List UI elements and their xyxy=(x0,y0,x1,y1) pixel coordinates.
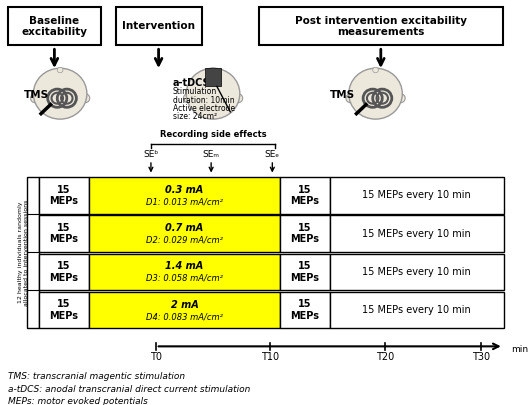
Bar xyxy=(27,177,39,328)
Circle shape xyxy=(33,68,87,119)
Circle shape xyxy=(233,94,243,103)
Text: 0.7 mA: 0.7 mA xyxy=(165,223,203,233)
Text: D3: 0.058 mA/cm²: D3: 0.058 mA/cm² xyxy=(146,274,223,283)
Text: 15 MEPs every 10 min: 15 MEPs every 10 min xyxy=(362,267,471,277)
Text: a-tDCS: a-tDCS xyxy=(173,78,210,88)
Bar xyxy=(330,254,503,290)
Circle shape xyxy=(183,94,193,103)
Circle shape xyxy=(396,94,405,103)
Bar xyxy=(7,7,101,45)
Text: a-tDCS: anodal transcranial direct current stimulation: a-tDCS: anodal transcranial direct curre… xyxy=(7,384,250,394)
Text: Stimulation: Stimulation xyxy=(173,87,217,96)
Bar xyxy=(39,215,89,252)
Text: SEₘ: SEₘ xyxy=(203,150,220,159)
Text: Post intervention excitability
measurements: Post intervention excitability measureme… xyxy=(295,16,467,37)
Text: Recording side effects: Recording side effects xyxy=(160,130,267,139)
Text: T30: T30 xyxy=(472,352,490,362)
Bar xyxy=(205,68,221,86)
Text: size: 24cm²: size: 24cm² xyxy=(173,112,217,121)
Bar xyxy=(89,254,280,290)
Circle shape xyxy=(30,94,40,103)
Text: SEᵇ: SEᵇ xyxy=(143,150,159,159)
Text: 15
MEPs: 15 MEPs xyxy=(290,261,319,283)
Bar xyxy=(89,177,280,214)
Text: TMS: TMS xyxy=(24,90,49,100)
Text: 15
MEPs: 15 MEPs xyxy=(49,223,79,245)
Bar xyxy=(39,254,89,290)
Text: 15
MEPs: 15 MEPs xyxy=(49,299,79,321)
Bar xyxy=(330,177,503,214)
Text: D1: 0.013 mA/cm²: D1: 0.013 mA/cm² xyxy=(146,198,223,207)
Bar xyxy=(330,292,503,328)
Text: SEₑ: SEₑ xyxy=(265,150,280,159)
Text: D2: 0.029 mA/cm²: D2: 0.029 mA/cm² xyxy=(146,236,223,245)
Text: 12 healthy individuals randomly
allocated to intervention sessions: 12 healthy individuals randomly allocate… xyxy=(19,200,29,306)
Text: 2 mA: 2 mA xyxy=(170,300,198,309)
Text: Active electrode: Active electrode xyxy=(173,104,235,113)
Circle shape xyxy=(57,67,63,73)
Circle shape xyxy=(186,68,240,119)
Circle shape xyxy=(349,68,402,119)
Text: Intervention: Intervention xyxy=(122,21,195,32)
Bar xyxy=(89,215,280,252)
Text: T10: T10 xyxy=(261,352,279,362)
Bar xyxy=(280,177,330,214)
Circle shape xyxy=(373,67,379,73)
Text: 15
MEPs: 15 MEPs xyxy=(49,185,79,206)
Bar xyxy=(280,292,330,328)
Text: 15
MEPs: 15 MEPs xyxy=(290,299,319,321)
Text: T20: T20 xyxy=(376,352,394,362)
Text: TMS: transcranial magentic stimulation: TMS: transcranial magentic stimulation xyxy=(7,372,185,381)
Circle shape xyxy=(346,94,355,103)
Bar xyxy=(280,254,330,290)
Bar xyxy=(330,215,503,252)
Text: 1.4 mA: 1.4 mA xyxy=(165,261,203,271)
Text: MEPs: motor evoked potentials: MEPs: motor evoked potentials xyxy=(7,397,148,405)
Text: 15
MEPs: 15 MEPs xyxy=(290,223,319,245)
Text: TMS: TMS xyxy=(330,90,355,100)
Text: 0.3 mA: 0.3 mA xyxy=(165,185,203,195)
Text: 15
MEPs: 15 MEPs xyxy=(290,185,319,206)
Bar xyxy=(259,7,503,45)
Text: 15 MEPs every 10 min: 15 MEPs every 10 min xyxy=(362,305,471,315)
Bar xyxy=(280,215,330,252)
Text: 15
MEPs: 15 MEPs xyxy=(49,261,79,283)
Text: D4: 0.083 mA/cm²: D4: 0.083 mA/cm² xyxy=(146,312,223,321)
Text: 15 MEPs every 10 min: 15 MEPs every 10 min xyxy=(362,190,471,200)
Circle shape xyxy=(210,67,216,73)
Text: 15 MEPs every 10 min: 15 MEPs every 10 min xyxy=(362,229,471,239)
Text: T0: T0 xyxy=(150,352,162,362)
Bar xyxy=(39,292,89,328)
Circle shape xyxy=(80,94,90,103)
Text: min: min xyxy=(511,345,528,354)
Text: Baseline
excitability: Baseline excitability xyxy=(21,16,88,37)
Bar xyxy=(39,177,89,214)
Text: duration: 10min: duration: 10min xyxy=(173,96,235,104)
Bar xyxy=(89,292,280,328)
Bar xyxy=(116,7,202,45)
